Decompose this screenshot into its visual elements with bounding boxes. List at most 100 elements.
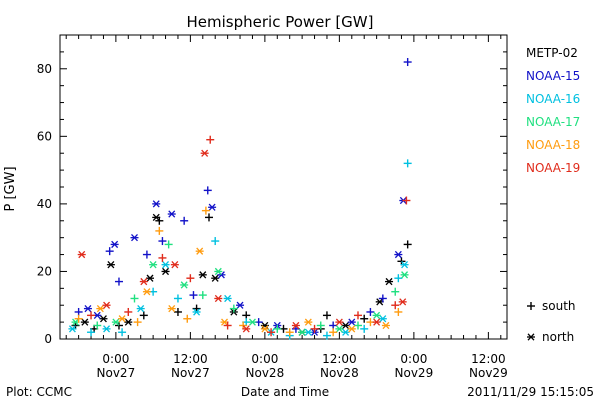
x-tick-label-date: Nov28 — [320, 366, 359, 380]
south-marker-noaa-16 — [87, 328, 96, 337]
north-marker-noaa-19 — [77, 250, 86, 259]
north-marker-noaa-19 — [291, 321, 300, 330]
north-marker-metp-02 — [385, 277, 394, 286]
north-marker-noaa-18 — [195, 247, 204, 255]
south-marker-noaa-17 — [130, 294, 139, 303]
x-axis-label: Date and Time — [241, 385, 329, 399]
north-marker-metp-02 — [161, 267, 170, 276]
y-axis: 0 20 40 60 80 — [37, 34, 507, 346]
south-marker-noaa-19 — [310, 324, 319, 333]
south-marker-noaa-18 — [183, 314, 192, 323]
south-marker-noaa-15 — [189, 291, 198, 300]
legend-entry-noaa-17: NOAA-17 — [526, 115, 580, 129]
south-marker-noaa-17 — [93, 321, 102, 330]
legend-entry-noaa-15: NOAA-15 — [526, 69, 580, 83]
marker-legend: south north — [527, 299, 576, 344]
x-tick-label-time: 12:00 — [173, 352, 208, 366]
south-marker-metp-02 — [139, 311, 148, 320]
y-axis-label: P [GW] — [3, 166, 18, 211]
north-marker-noaa-15 — [83, 304, 92, 313]
south-marker-noaa-19 — [223, 321, 232, 330]
north-marker-noaa-19 — [170, 261, 179, 269]
south-marker-noaa-15 — [366, 307, 375, 316]
south-marker-noaa-17 — [164, 240, 173, 249]
marker-legend-label: south — [542, 299, 576, 313]
north-marker-noaa-15 — [110, 240, 119, 249]
y-tick-label: 40 — [37, 197, 52, 211]
south-marker-noaa-17 — [391, 287, 400, 296]
north-marker-metp-02 — [124, 318, 133, 326]
x-tick-label-time: 0:00 — [400, 352, 427, 366]
marker-legend-north: north — [527, 330, 574, 344]
north-marker-noaa-15 — [152, 200, 161, 208]
south-marker-noaa-18 — [201, 206, 210, 215]
y-tick-label: 0 — [44, 332, 52, 346]
south-marker-noaa-18 — [155, 226, 164, 235]
north-marker-metp-02 — [341, 321, 350, 330]
x-axis: 0:00Nov2712:00Nov270:00Nov2812:00Nov280:… — [65, 35, 508, 380]
south-marker-noaa-19 — [158, 253, 167, 262]
north-marker-noaa-18 — [260, 325, 269, 333]
south-marker-noaa-16 — [211, 237, 220, 246]
footer-plot-credit: Plot: CCMC — [6, 385, 72, 399]
south-marker-metp-02 — [397, 257, 406, 266]
south-marker-noaa-15 — [403, 58, 412, 67]
north-marker-noaa-19 — [102, 301, 111, 309]
x-tick-label-date: Nov27 — [171, 366, 210, 380]
south-marker-noaa-15 — [158, 237, 167, 246]
south-marker-metp-02 — [242, 311, 251, 320]
south-marker-metp-02 — [360, 314, 369, 323]
south-marker-noaa-18 — [239, 321, 248, 330]
north-marker-noaa-18 — [96, 304, 105, 313]
x-tick-label-time: 0:00 — [251, 352, 278, 366]
north-marker-noaa-16 — [223, 294, 232, 303]
south-marker-metp-02 — [403, 240, 412, 249]
north-marker-metp-02 — [106, 261, 115, 269]
south-marker-metp-02 — [114, 321, 123, 330]
north-marker-metp-02 — [211, 274, 220, 282]
y-tick-label: 80 — [37, 62, 52, 76]
south-marker-noaa-18 — [285, 328, 294, 337]
north-marker-noaa-15 — [236, 301, 245, 309]
north-marker-metp-02 — [146, 274, 155, 282]
x-tick-label-date: Nov29 — [395, 366, 434, 380]
legend-entry-noaa-18: NOAA-18 — [526, 138, 580, 152]
marker-legend-south: south — [527, 299, 576, 313]
south-marker-metp-02 — [173, 307, 182, 316]
data-markers — [68, 58, 412, 340]
y-tick-label: 20 — [37, 264, 52, 278]
south-marker-noaa-19 — [186, 274, 195, 283]
north-marker-noaa-17 — [372, 311, 381, 320]
legend: METP-02 NOAA-15 NOAA-16 NOAA-17 NOAA-18 NOAA-… — [526, 46, 580, 175]
south-marker-noaa-19 — [354, 311, 362, 320]
north-marker-noaa-16 — [341, 328, 350, 336]
legend-entry-noaa-16: NOAA-16 — [526, 92, 580, 106]
north-marker-noaa-15 — [347, 318, 356, 326]
north-marker-noaa-16 — [378, 315, 387, 323]
north-marker-noaa-18 — [118, 315, 127, 323]
marker-legend-label: north — [542, 330, 574, 344]
legend-entry-metp-02: METP-02 — [526, 46, 578, 60]
south-marker-noaa-16 — [118, 328, 127, 337]
north-marker-noaa-18 — [381, 321, 390, 330]
plot-frame — [59, 34, 508, 340]
south-marker-noaa-19 — [391, 301, 400, 310]
south-marker-noaa-17 — [316, 321, 325, 330]
north-marker-noaa-16 — [161, 261, 170, 269]
north-marker-noaa-19 — [335, 318, 344, 326]
north-marker-metp-02 — [99, 315, 108, 323]
south-marker-noaa-18 — [74, 314, 83, 323]
north-marker-noaa-15 — [130, 234, 139, 242]
north-marker-noaa-16 — [400, 261, 409, 269]
north-marker-noaa-19 — [214, 294, 223, 303]
south-marker-noaa-19 — [267, 328, 276, 337]
north-marker-noaa-17 — [214, 267, 223, 276]
north-marker-noaa-19 — [398, 298, 407, 306]
north-marker-noaa-16 — [102, 325, 111, 333]
north-marker-noaa-19 — [200, 149, 209, 157]
north-marker-noaa-19 — [139, 277, 148, 286]
north-marker-noaa-18 — [347, 325, 356, 333]
y-tick-label: 60 — [37, 129, 52, 143]
x-tick-label-date: Nov29 — [469, 366, 508, 380]
north-marker-noaa-15 — [394, 250, 403, 259]
